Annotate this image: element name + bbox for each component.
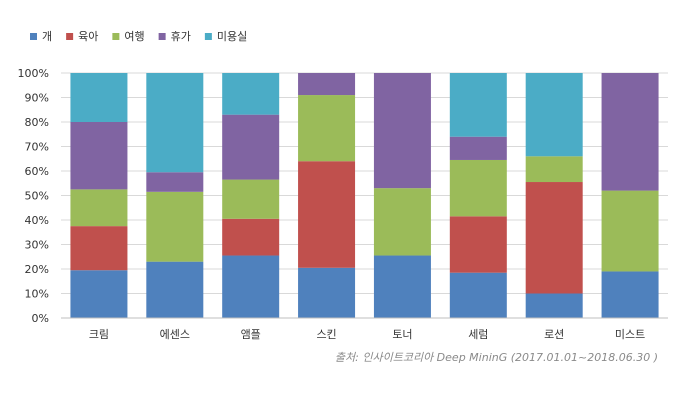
legend-swatch (112, 33, 120, 40)
source-note: 출처: 인사이트코리아 Deep MininG (2017.01.01~2018… (334, 351, 658, 364)
bars (70, 73, 659, 318)
bar-segment (449, 272, 507, 318)
x-tick-label: 토너 (392, 328, 412, 341)
bar-segment (222, 179, 280, 219)
bar-segment (373, 255, 431, 318)
legend-swatch (158, 33, 166, 40)
legend-label: 개 (42, 30, 52, 43)
bar-segment (601, 190, 659, 272)
x-tick-label: 미스트 (615, 328, 645, 341)
x-tick-label: 크림 (89, 328, 109, 341)
legend-label: 휴가 (171, 30, 191, 43)
bar-segment (222, 114, 280, 180)
x-tick-label: 로션 (544, 328, 564, 341)
x-tick-label: 스킨 (316, 328, 336, 341)
bar-segment (146, 73, 204, 173)
bar-segment (146, 191, 204, 262)
legend-swatch (66, 33, 74, 40)
y-tick-label: 70% (25, 141, 49, 154)
bar-segment (222, 73, 280, 115)
bar-segment (449, 136, 507, 160)
bar-segment (601, 73, 659, 191)
bar-segment (525, 73, 583, 157)
bar-segment (146, 261, 204, 318)
bar-segment (70, 189, 128, 227)
y-tick-label: 80% (25, 116, 49, 129)
y-tick-label: 40% (25, 214, 49, 227)
bar-segment (298, 73, 356, 96)
bar-segment (373, 73, 431, 189)
bar-segment (222, 255, 280, 318)
bar-segment (449, 159, 507, 217)
y-axis: 0% 10% 20% 30% 40% 50% 60% 70% 80% 90% 100% (18, 67, 49, 325)
y-tick-label: 20% (25, 263, 49, 276)
bar-segment (525, 156, 583, 183)
bar-segment (70, 73, 128, 122)
bar-segment (70, 122, 128, 190)
bar-segment (373, 188, 431, 256)
bar-segment (525, 182, 583, 294)
bar-segment (449, 73, 507, 137)
x-tick-label: 세럼 (468, 328, 488, 341)
legend-label: 육아 (78, 30, 98, 43)
legend: 개 육아 여행 휴가 미용실 (30, 30, 247, 43)
bar-segment (298, 95, 356, 162)
x-tick-label: 에센스 (160, 328, 190, 341)
bar-segment (70, 226, 128, 271)
legend-swatch (204, 33, 212, 40)
legend-label: 여행 (124, 30, 144, 43)
bar-segment (601, 271, 659, 318)
bar-segment (525, 293, 583, 318)
bar-segment (222, 218, 280, 256)
y-tick-label: 10% (25, 288, 49, 301)
bar-segment (298, 161, 356, 268)
y-tick-label: 90% (25, 92, 49, 105)
bar-segment (298, 267, 356, 318)
bar-segment (70, 270, 128, 318)
y-tick-label: 0% (32, 312, 49, 325)
x-tick-label: 앰플 (241, 328, 261, 341)
y-tick-label: 30% (25, 239, 49, 252)
bar-segment (146, 172, 204, 192)
y-tick-label: 60% (25, 165, 49, 178)
y-tick-label: 50% (25, 190, 49, 203)
legend-label: 미용실 (217, 30, 247, 43)
legend-swatch (30, 33, 37, 40)
y-tick-label: 100% (18, 67, 49, 80)
x-axis: 크림 에센스 앰플 스킨 토너 세럼 로션 미스트 (61, 317, 668, 341)
bar-segment (449, 216, 507, 273)
